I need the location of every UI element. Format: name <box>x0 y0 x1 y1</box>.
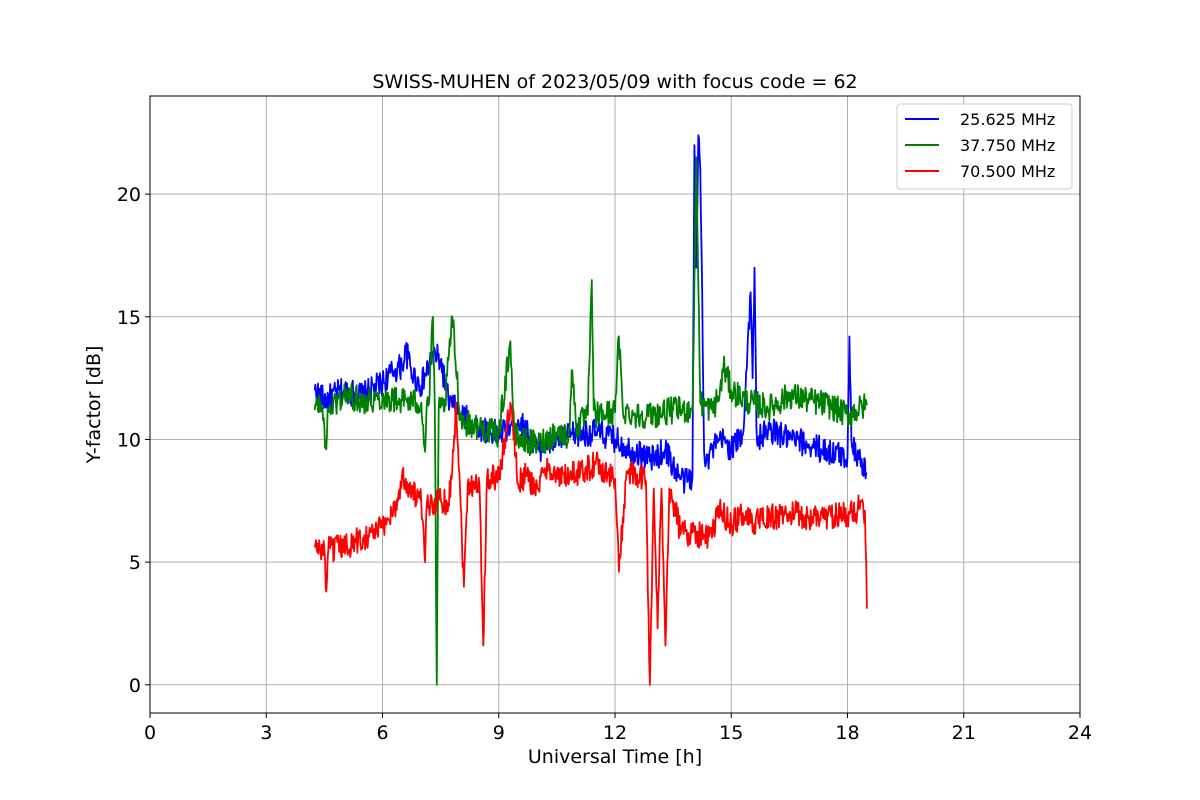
x-axis-ticks: 0 3 6 9 12 15 18 21 24 <box>144 713 1092 744</box>
x-tick-label: 3 <box>260 722 272 744</box>
x-tick-label: 15 <box>719 722 743 744</box>
x-tick-label: 0 <box>144 722 156 744</box>
x-tick-label: 21 <box>952 722 976 744</box>
y-axis-label: Y-factor [dB] <box>83 346 105 465</box>
y-tick-label: 5 <box>129 552 141 574</box>
y-tick-label: 20 <box>117 184 141 206</box>
legend-label-0: 25.625 MHz <box>960 110 1055 129</box>
y-tick-label: 15 <box>117 307 141 329</box>
x-tick-label: 18 <box>835 722 859 744</box>
y-tick-label: 0 <box>129 675 141 697</box>
legend-label-1: 37.750 MHz <box>960 136 1055 155</box>
legend-box <box>896 103 1073 190</box>
y-tick-label: 10 <box>117 429 141 451</box>
x-tick-label: 9 <box>493 722 505 744</box>
series-line-2 <box>313 401 868 686</box>
x-axis-label: Universal Time [h] <box>528 746 702 768</box>
y-axis-ticks: 0 5 10 15 20 <box>117 184 150 697</box>
x-tick-label: 24 <box>1068 722 1092 744</box>
series-line-1 <box>313 156 868 686</box>
plot-area <box>313 134 868 686</box>
legend-label-2: 70.500 MHz <box>960 162 1055 181</box>
series-line-0 <box>313 134 868 494</box>
x-tick-label: 6 <box>376 722 388 744</box>
chart-title: SWISS-MUHEN of 2023/05/09 with focus cod… <box>372 71 857 93</box>
legend: 25.625 MHz 37.750 MHz 70.500 MHz <box>896 103 1073 190</box>
x-tick-label: 12 <box>603 722 627 744</box>
